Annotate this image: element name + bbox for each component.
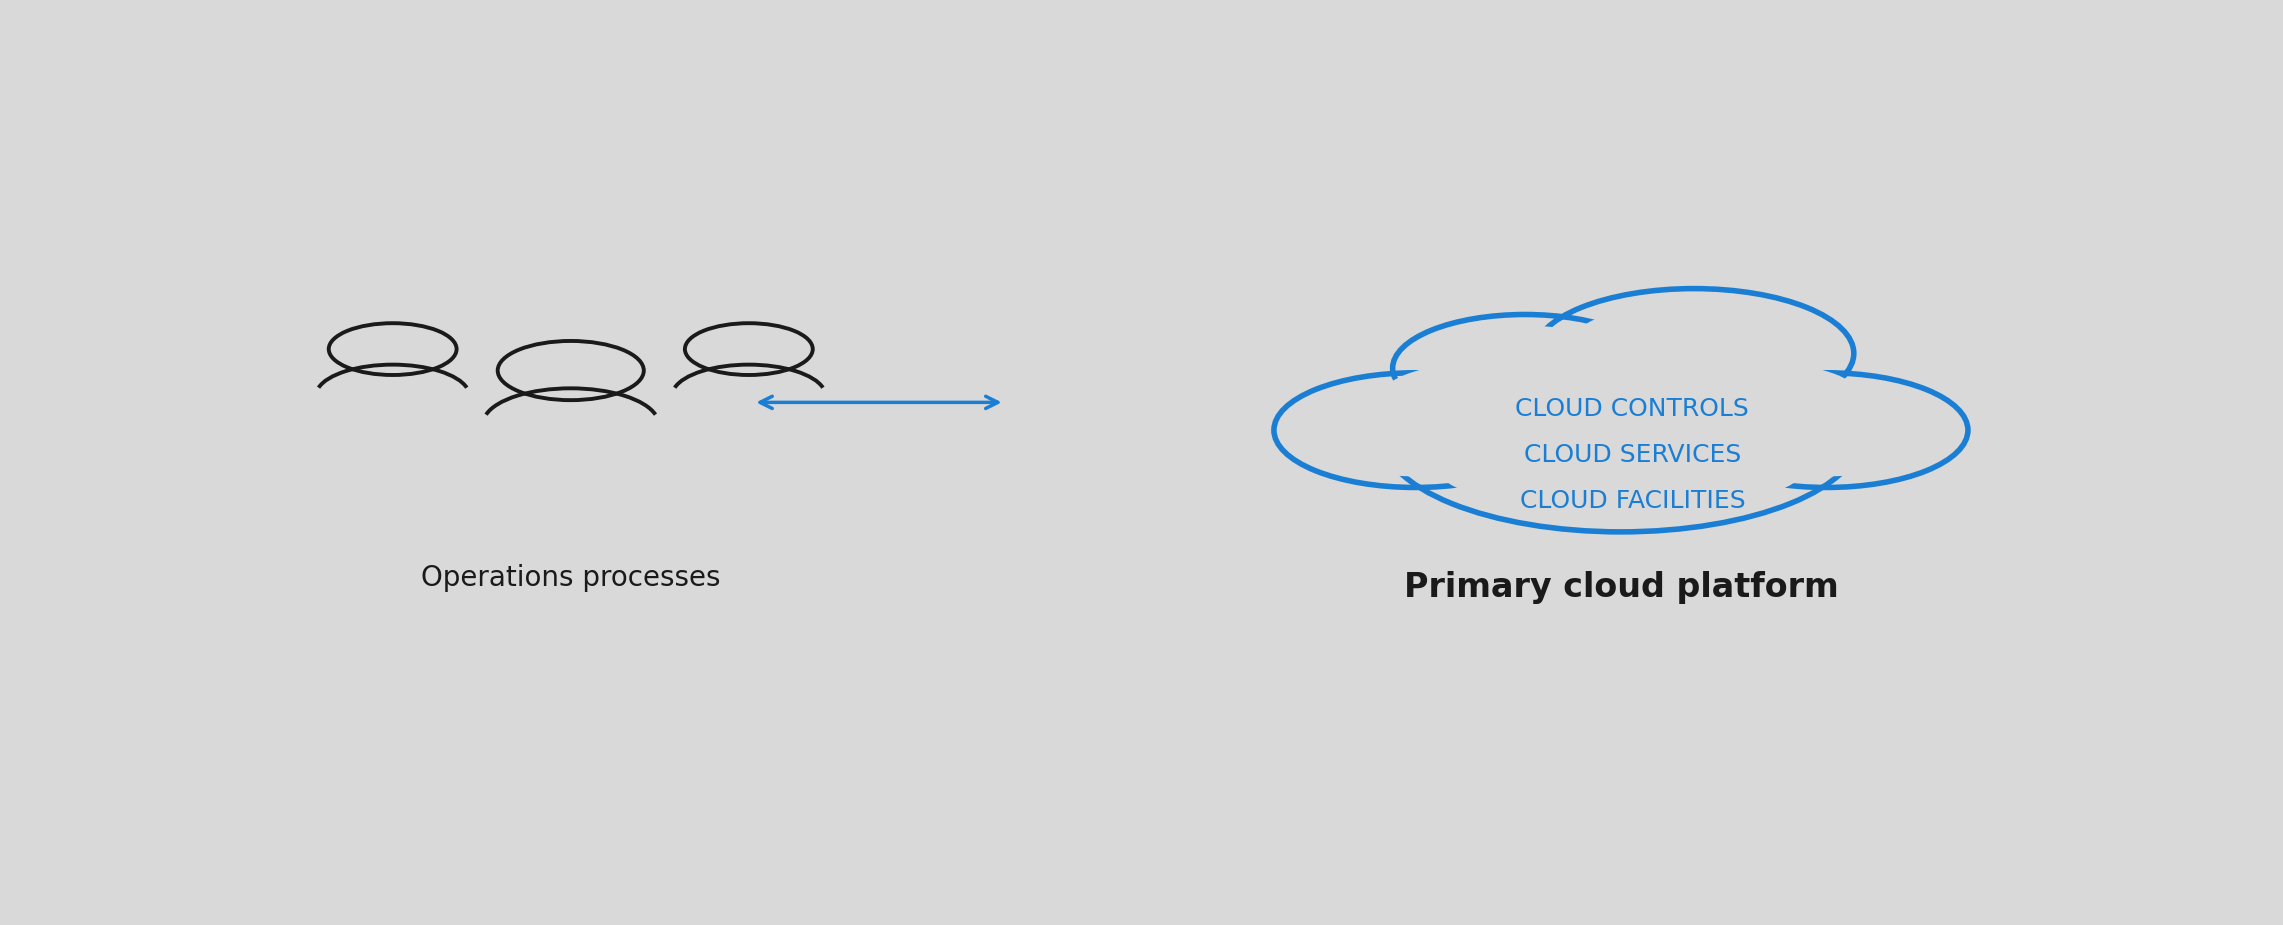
Circle shape xyxy=(1393,314,1657,422)
Circle shape xyxy=(1534,289,1854,418)
Text: CLOUD CONTROLS: CLOUD CONTROLS xyxy=(1516,397,1749,421)
Circle shape xyxy=(1381,338,1861,532)
Text: CLOUD FACILITIES: CLOUD FACILITIES xyxy=(1520,489,1744,513)
Circle shape xyxy=(1685,373,1968,487)
Circle shape xyxy=(1301,384,1530,476)
Text: Primary cloud platform: Primary cloud platform xyxy=(1404,571,1838,604)
Circle shape xyxy=(1452,352,1689,448)
Circle shape xyxy=(1552,352,1790,448)
Circle shape xyxy=(1564,301,1824,406)
Circle shape xyxy=(1274,373,1557,487)
Circle shape xyxy=(1712,384,1941,476)
Circle shape xyxy=(1411,350,1831,520)
Circle shape xyxy=(1420,326,1630,411)
Circle shape xyxy=(1377,364,1568,441)
Circle shape xyxy=(1673,364,1865,441)
Text: CLOUD SERVICES: CLOUD SERVICES xyxy=(1523,443,1742,467)
Text: Operations processes: Operations processes xyxy=(420,564,721,592)
